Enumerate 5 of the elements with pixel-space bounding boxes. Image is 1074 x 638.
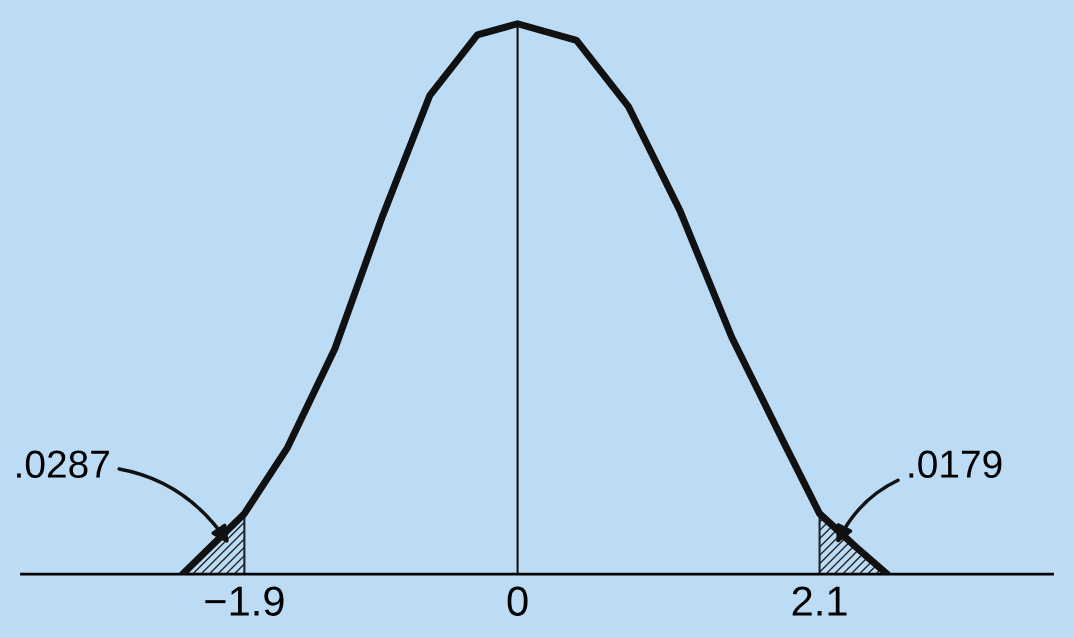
annotation: .0179 [909,450,1002,478]
annotation: .0287 [17,450,109,478]
x-tick-label: 0 [507,586,528,616]
x-tick-label: −1.9 [205,586,284,616]
x-tick-label: 2.1 [792,586,847,616]
